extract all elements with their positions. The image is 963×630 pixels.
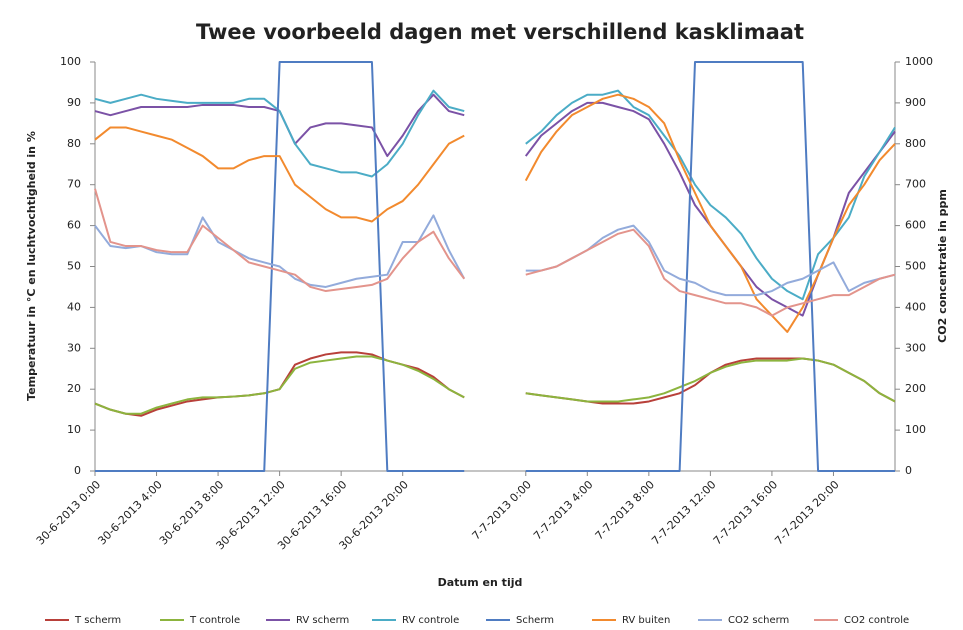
y2-tick-label: 800 [905, 137, 926, 150]
series-line [525, 89, 896, 301]
series-line [94, 188, 466, 293]
x-tick-label: 7-7-2013 8:00 [593, 478, 657, 542]
chart-title: Twee voorbeeld dagen met verschillend ka… [196, 20, 804, 44]
series-line [94, 93, 465, 158]
y2-tick-label: 300 [905, 341, 926, 354]
y2-tick-label: 0 [905, 464, 912, 477]
y-tick-label: 20 [67, 382, 81, 395]
series-line [524, 93, 896, 333]
legend-label: T scherm [74, 615, 121, 626]
y2-tick-label: 200 [905, 382, 926, 395]
x-tick-label: 30-6-2013 4:00 [95, 478, 164, 547]
y2-tick-label: 900 [905, 96, 926, 109]
y-tick-label: 10 [67, 423, 81, 436]
y-tick-label: 90 [67, 96, 81, 109]
legend-label: T controle [189, 615, 240, 626]
series-line [94, 214, 466, 288]
x-tick-label: 30-6-2013 0:00 [34, 478, 103, 547]
y-tick-label: 100 [60, 55, 81, 68]
series-line [525, 224, 896, 297]
legend-label: Scherm [516, 615, 554, 626]
legend-label: CO2 controle [844, 615, 909, 626]
legend-label: RV buiten [622, 615, 670, 626]
series-line [95, 61, 465, 472]
x-axis-label: Datum en tijd [438, 576, 523, 589]
y-tick-label: 0 [74, 464, 81, 477]
legend-label: RV scherm [296, 615, 349, 626]
series-line [525, 61, 895, 472]
series-line [94, 355, 465, 415]
series-line [525, 357, 896, 403]
y2-tick-label: 600 [905, 219, 926, 232]
y2-tick-label: 500 [905, 260, 926, 273]
x-tick-label: 7-7-2013 12:00 [649, 478, 718, 547]
series-line [94, 89, 465, 178]
legend-label: RV controle [402, 615, 459, 626]
series-line [94, 126, 465, 223]
y2-tick-label: 1000 [905, 55, 933, 68]
y-axis-label: Temperatuur in °C en luchtvochtigheid in… [25, 131, 38, 401]
x-tick-label: 7-7-2013 20:00 [772, 478, 841, 547]
y-tick-label: 70 [67, 178, 81, 191]
y2-axis-label: CO2 concentratie in ppm [936, 189, 949, 343]
y2-tick-label: 400 [905, 300, 926, 313]
legend-label: CO2 scherm [728, 615, 789, 626]
x-tick-label: 30-6-2013 8:00 [157, 478, 226, 547]
y-tick-label: 30 [67, 341, 81, 354]
series-line [525, 357, 896, 405]
y-tick-label: 80 [67, 137, 81, 150]
y-tick-label: 50 [67, 260, 81, 273]
x-tick-label: 7-7-2013 4:00 [531, 478, 595, 542]
series-line [524, 101, 896, 317]
series-line [525, 228, 896, 317]
y2-tick-label: 700 [905, 178, 926, 191]
y-tick-label: 40 [67, 300, 81, 313]
x-tick-label: 7-7-2013 16:00 [711, 478, 780, 547]
x-tick-label: 30-6-2013 20:00 [337, 478, 411, 552]
x-tick-label: 7-7-2013 0:00 [470, 478, 534, 542]
series-line [94, 351, 465, 417]
y-tick-label: 60 [67, 219, 81, 232]
y2-tick-label: 100 [905, 423, 926, 436]
